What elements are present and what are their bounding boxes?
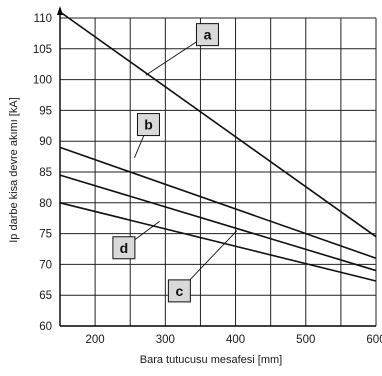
y-tick-label: 85 — [39, 167, 52, 179]
series-line-a — [59, 11, 377, 238]
callout-box — [112, 236, 136, 260]
x-tick-label: 300 — [156, 334, 175, 346]
callout-label: a — [204, 27, 212, 43]
series-line-c — [59, 202, 377, 282]
callout-box — [195, 23, 219, 47]
y-axis-title: Ip darbe kisa devre akımı [kA] — [8, 97, 20, 243]
callout-label: d — [120, 240, 129, 256]
y-tick-label: 75 — [39, 229, 52, 241]
y-tick-label: 90 — [39, 136, 52, 148]
series-line-d — [59, 174, 377, 272]
x-tick-label: 600 — [366, 334, 382, 346]
y-tick-label: 95 — [39, 105, 52, 117]
series-line-b — [59, 146, 377, 259]
axes — [57, 6, 376, 327]
series-lines — [59, 11, 377, 282]
y-tick-label: 105 — [33, 44, 52, 56]
callout-box — [167, 279, 191, 303]
x-axis-title: Bara tutucusu mesafesi [mm] — [140, 354, 282, 366]
y-axis-arrow-icon — [57, 6, 63, 15]
y-tick-label: 80 — [39, 198, 52, 210]
y-tick-label: 70 — [39, 259, 52, 271]
y-tick-label: 110 — [34, 13, 52, 25]
tick-labels: 200 300 400 500 600 60 65 70 75 80 85 90 95 100 105 110 — [33, 13, 382, 346]
y-tick-label: 65 — [39, 290, 52, 302]
grid — [60, 17, 377, 326]
callouts: a b d c — [112, 23, 238, 303]
x-tick-label: 200 — [86, 334, 105, 346]
callout-label: c — [175, 283, 183, 299]
y-tick-label: 60 — [39, 321, 52, 333]
y-tick-label: 100 — [33, 75, 52, 87]
callout-box — [136, 113, 160, 137]
callout-label: b — [144, 117, 153, 133]
x-tick-label: 500 — [296, 334, 315, 346]
x-tick-label: 400 — [226, 334, 245, 346]
